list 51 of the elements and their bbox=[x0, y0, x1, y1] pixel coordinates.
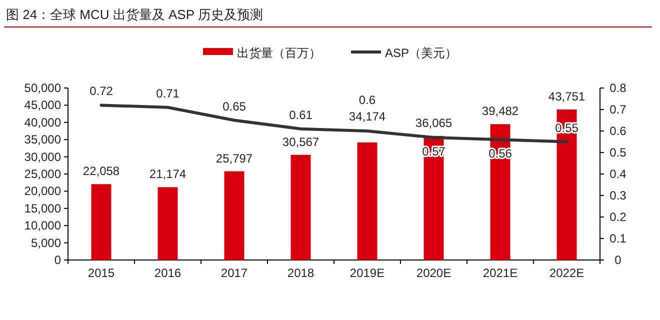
y-tick-label: 40,000 bbox=[24, 115, 62, 130]
y2-tick-label: 0.3 bbox=[610, 188, 627, 202]
bar bbox=[490, 124, 510, 260]
data-label: 21,174 bbox=[149, 167, 186, 182]
data-label: 36,065 bbox=[415, 116, 452, 130]
y-tick-label: 30,000 bbox=[24, 150, 62, 164]
data-label: 0.6 bbox=[358, 93, 376, 107]
y2-tick-label: 0.1 bbox=[610, 232, 627, 246]
y2-tick-label: 0.4 bbox=[610, 167, 627, 181]
y2-tick-label: 0 bbox=[614, 253, 622, 267]
data-label: 0.65 bbox=[222, 99, 246, 114]
bar bbox=[91, 184, 112, 260]
y2-tick-label: 0.8 bbox=[610, 81, 627, 95]
y-tick-label: 15,000 bbox=[24, 201, 62, 216]
legend-label: ASP（美元） bbox=[384, 46, 458, 60]
y-tick-label: 45,000 bbox=[24, 98, 62, 112]
bar bbox=[224, 171, 244, 260]
x-tick-label: 2016 bbox=[154, 266, 182, 280]
bar bbox=[556, 109, 577, 260]
y-tick-label: 50,000 bbox=[24, 81, 62, 95]
x-tick-label: 2017 bbox=[220, 266, 248, 280]
y-tick-label: 10,000 bbox=[24, 218, 62, 233]
bar bbox=[290, 154, 311, 260]
data-label: 43,751 bbox=[548, 89, 586, 104]
x-tick-label: 2018 bbox=[287, 266, 314, 280]
y2-tick-label: 0.2 bbox=[610, 210, 627, 224]
data-label: 34,174 bbox=[348, 109, 386, 124]
x-tick-label: 2020E bbox=[416, 266, 452, 280]
x-tick-label: 2021E bbox=[482, 266, 518, 280]
y-tick-label: 0 bbox=[54, 253, 62, 267]
data-label: 0.72 bbox=[90, 84, 114, 98]
data-label: 0.61 bbox=[289, 108, 313, 122]
y-tick-label: 25,000 bbox=[24, 167, 62, 181]
data-label: 0.71 bbox=[156, 86, 180, 100]
y2-tick-label: 0.6 bbox=[610, 124, 627, 138]
x-tick-label: 2015 bbox=[88, 266, 115, 280]
data-label: 30,567 bbox=[282, 134, 320, 149]
data-label: 22,058 bbox=[82, 164, 120, 178]
bar bbox=[357, 142, 378, 260]
x-tick-label: 2022E bbox=[549, 266, 584, 280]
legend-label: 出货量（百万） bbox=[236, 46, 321, 60]
data-label: 25,797 bbox=[216, 151, 253, 166]
bar bbox=[158, 187, 178, 260]
chart-title: 图 24：全球 MCU 出货量及 ASP 历史及预测 bbox=[6, 7, 263, 22]
y2-tick-label: 0.7 bbox=[610, 102, 627, 116]
x-tick-label: 2019E bbox=[350, 266, 385, 280]
y-tick-label: 5,000 bbox=[30, 236, 62, 250]
y-tick-label: 35,000 bbox=[24, 132, 62, 147]
data-label: 39,482 bbox=[482, 104, 519, 118]
y2-tick-label: 0.5 bbox=[610, 146, 627, 160]
y-tick-label: 20,000 bbox=[24, 184, 62, 198]
